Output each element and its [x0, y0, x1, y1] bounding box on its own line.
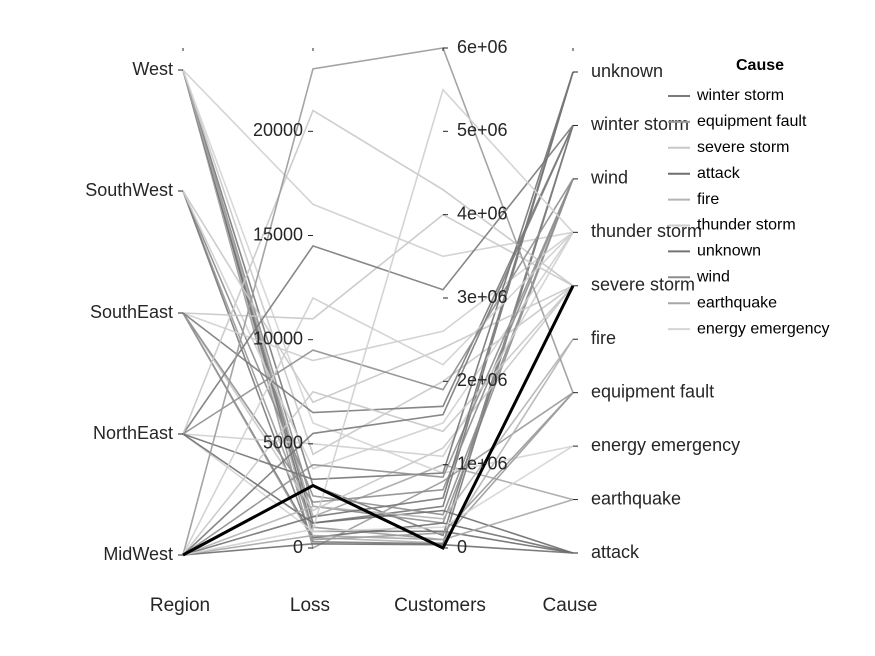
cause-tick-label: energy emergency — [591, 435, 740, 455]
legend-label: equipment fault — [697, 113, 807, 130]
customers-tick-label: 3e+06 — [457, 287, 508, 307]
data-line-19 — [182, 178, 574, 504]
data-line-21 — [182, 125, 574, 414]
data-line-22 — [182, 124, 574, 435]
region-tick-label: West — [132, 59, 173, 79]
customers-tick-label: 1e+06 — [457, 453, 508, 473]
data-line-34 — [182, 71, 574, 556]
data-line-38 — [182, 88, 574, 556]
legend-label: severe storm — [697, 139, 789, 156]
data-line-10 — [182, 178, 574, 516]
cause-tick-label: earthquake — [591, 488, 681, 508]
data-line-29 — [182, 47, 574, 556]
data-line-27 — [182, 433, 574, 554]
cause-tick-label: wind — [590, 168, 628, 188]
legend-label: fire — [697, 191, 719, 208]
axis-title-customers: Customers — [394, 595, 486, 616]
axes: MidWest NorthEast SouthEast SouthWest West 0 5… — [85, 37, 740, 616]
data-line-31 — [182, 498, 574, 556]
customers-tick-label: 4e+06 — [457, 203, 508, 223]
cause-tick-label: winter storm — [590, 114, 689, 134]
cause-tick-label: attack — [591, 542, 640, 562]
region-tick-label: NorthEast — [93, 423, 173, 443]
loss-tick-label: 5000 — [263, 433, 303, 453]
data-line-12 — [182, 190, 574, 404]
customers-tick-label: 5e+06 — [457, 120, 508, 140]
data-line-2 — [182, 69, 574, 258]
customers-tick-label: 6e+06 — [457, 37, 508, 57]
axis-title-cause: Cause — [543, 595, 598, 616]
legend: Cause winter storm equipment fault severe … — [668, 57, 830, 337]
data-line-11 — [182, 190, 574, 541]
cause-tick-label: severe storm — [591, 275, 695, 295]
data-line-30 — [182, 178, 574, 556]
legend-label: attack — [697, 165, 741, 182]
cause-tick-label: unknown — [591, 61, 663, 81]
cause-tick-label: fire — [591, 328, 616, 348]
data-line-8 — [182, 69, 574, 518]
legend-label: earthquake — [697, 294, 777, 311]
customers-tick-label: 2e+06 — [457, 370, 508, 390]
customers-tick-label: 0 — [457, 537, 467, 557]
data-line-32 — [182, 285, 574, 556]
data-line-9 — [182, 69, 574, 474]
data-line-24 — [182, 433, 574, 533]
data-line-37 — [182, 125, 574, 556]
legend-label: wind — [696, 269, 730, 286]
data-line-16 — [182, 285, 574, 512]
data-line-18 — [182, 213, 574, 320]
loss-tick-label: 10000 — [253, 328, 303, 348]
cause-tick-label: equipment fault — [591, 381, 714, 401]
loss-tick-label: 0 — [293, 537, 303, 557]
highlighted-data-line — [182, 285, 575, 557]
legend-label: unknown — [697, 243, 761, 260]
loss-tick-label: 15000 — [253, 224, 303, 244]
legend-label: thunder storm — [697, 217, 796, 234]
loss-tick-label: 20000 — [253, 120, 303, 140]
data-lines — [182, 47, 575, 557]
cause-tick-label: thunder storm — [591, 221, 702, 241]
legend-label: energy emergency — [697, 320, 830, 337]
data-line-33 — [182, 338, 574, 556]
data-line-25 — [182, 71, 574, 481]
region-tick-label: SouthWest — [85, 180, 173, 200]
legend-label: winter storm — [696, 87, 784, 104]
region-tick-label: SouthEast — [90, 302, 173, 322]
data-line-35 — [182, 542, 574, 556]
data-line-0 — [182, 69, 574, 537]
data-line-23 — [182, 231, 574, 458]
region-tick-label: MidWest — [103, 544, 173, 564]
data-line-28 — [182, 178, 574, 435]
data-line-26 — [182, 109, 574, 435]
axis-title-region: Region — [150, 595, 210, 616]
legend-title: Cause — [736, 57, 784, 74]
axis-title-loss: Loss — [290, 595, 330, 616]
data-line-36 — [182, 231, 574, 556]
data-line-6 — [182, 69, 574, 554]
data-line-15 — [182, 231, 574, 362]
data-line-3 — [182, 69, 574, 544]
